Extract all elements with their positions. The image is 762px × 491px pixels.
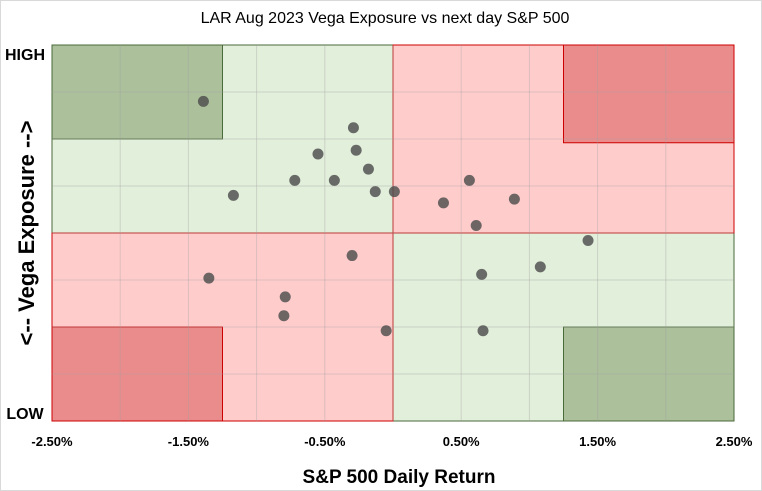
x-tick-label-4: 0.50% xyxy=(443,434,480,449)
grid-layer xyxy=(52,45,734,421)
x-tick-label-2: -1.50% xyxy=(168,434,210,449)
data-point-3 xyxy=(289,174,301,186)
data-point-11 xyxy=(437,197,449,209)
region-red-dark-6 xyxy=(563,44,735,144)
data-point-18 xyxy=(346,250,358,262)
data-point-20 xyxy=(279,291,291,303)
data-point-10 xyxy=(388,186,400,198)
x-tick-label-5: 1.50% xyxy=(579,434,616,449)
data-point-8 xyxy=(362,163,374,175)
y-high-label: HIGH xyxy=(5,47,45,64)
data-point-7 xyxy=(350,144,362,156)
region-green-dark-4 xyxy=(51,44,223,140)
data-point-12 xyxy=(463,174,475,186)
data-point-1 xyxy=(197,95,209,107)
x-axis-label: S&P 500 Daily Return xyxy=(303,467,496,488)
data-point-22 xyxy=(380,325,392,337)
x-tick-labels: -2.50% -1.50% -0.50% 0.50% 1.50% 2.50% xyxy=(31,434,752,449)
data-point-17 xyxy=(476,268,488,280)
data-point-19 xyxy=(203,272,215,284)
x-tick-label-1: -2.50% xyxy=(31,434,73,449)
region-green-dark-5 xyxy=(563,326,735,422)
y-low-label: LOW xyxy=(6,406,44,423)
data-point-6 xyxy=(347,122,359,134)
data-point-21 xyxy=(278,310,290,322)
points-layer xyxy=(197,95,594,337)
data-point-9 xyxy=(369,186,381,198)
data-point-13 xyxy=(470,219,482,231)
data-point-5 xyxy=(328,174,340,186)
data-point-23 xyxy=(477,325,489,337)
region-red-dark-7 xyxy=(51,326,223,422)
regions-layer xyxy=(51,44,735,422)
data-point-16 xyxy=(534,261,546,273)
data-point-4 xyxy=(312,148,324,160)
data-point-15 xyxy=(582,235,594,247)
data-point-2 xyxy=(227,189,239,201)
data-point-14 xyxy=(508,193,520,205)
x-tick-label-3: -0.50% xyxy=(304,434,346,449)
chart-title: LAR Aug 2023 Vega Exposure vs next day S… xyxy=(201,10,570,27)
y-axis-label: <-- Vega Exposure --> xyxy=(14,121,39,346)
x-tick-label-6: 2.50% xyxy=(716,434,753,449)
